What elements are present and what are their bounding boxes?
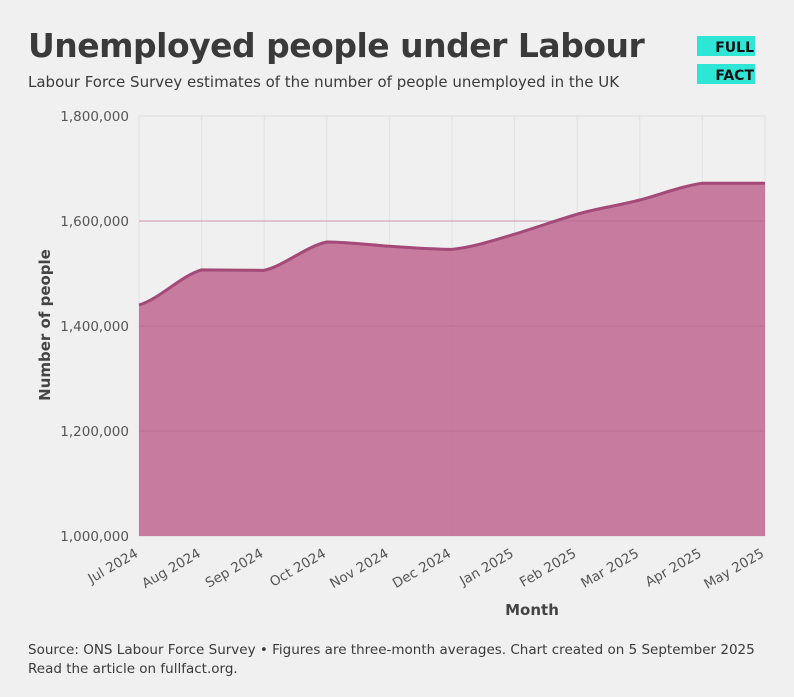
- x-tick-label: Apr 2025: [643, 546, 705, 591]
- x-tick-label: Jan 2025: [456, 546, 516, 590]
- y-tick-label: 1,000,000: [60, 529, 129, 545]
- logo-bar-top: [697, 36, 755, 56]
- y-tick-label: 1,400,000: [60, 319, 129, 335]
- source-note: Source: ONS Labour Force Survey • Figure…: [28, 642, 755, 658]
- x-tick-label: Sep 2024: [203, 546, 267, 592]
- x-tick-label: Nov 2024: [327, 546, 391, 592]
- y-axis-title: Number of people: [36, 249, 54, 401]
- x-tick-label: May 2025: [701, 546, 767, 593]
- x-tick-label: Aug 2024: [139, 546, 203, 592]
- x-axis-title: Month: [505, 601, 559, 619]
- chart-subtitle: Labour Force Survey estimates of the num…: [28, 73, 620, 91]
- series-area: [139, 183, 765, 536]
- x-tick-label: Oct 2024: [267, 546, 329, 591]
- logo-text-full: FULL: [715, 40, 754, 56]
- series-line: [138, 181, 765, 307]
- x-tick-label: Jul 2024: [85, 546, 141, 588]
- x-tick-label: Feb 2025: [517, 546, 579, 591]
- y-tick-label: 1,200,000: [60, 424, 129, 440]
- article-link[interactable]: Read the article on fullfact.org.: [28, 661, 238, 677]
- full-fact-logo[interactable]: FULL FACT: [697, 36, 755, 86]
- chart-footer: Source: ONS Labour Force Survey • Figure…: [28, 641, 755, 679]
- chart-title: Unemployed people under Labour: [28, 26, 645, 65]
- logo-text-fact: FACT: [715, 68, 754, 84]
- x-tick-label: Mar 2025: [578, 546, 642, 592]
- y-tick-label: 1,600,000: [60, 214, 129, 230]
- x-tick-label: Dec 2024: [390, 546, 454, 592]
- logo-bar-bottom: [697, 64, 755, 84]
- y-tick-label: 1,800,000: [60, 109, 129, 125]
